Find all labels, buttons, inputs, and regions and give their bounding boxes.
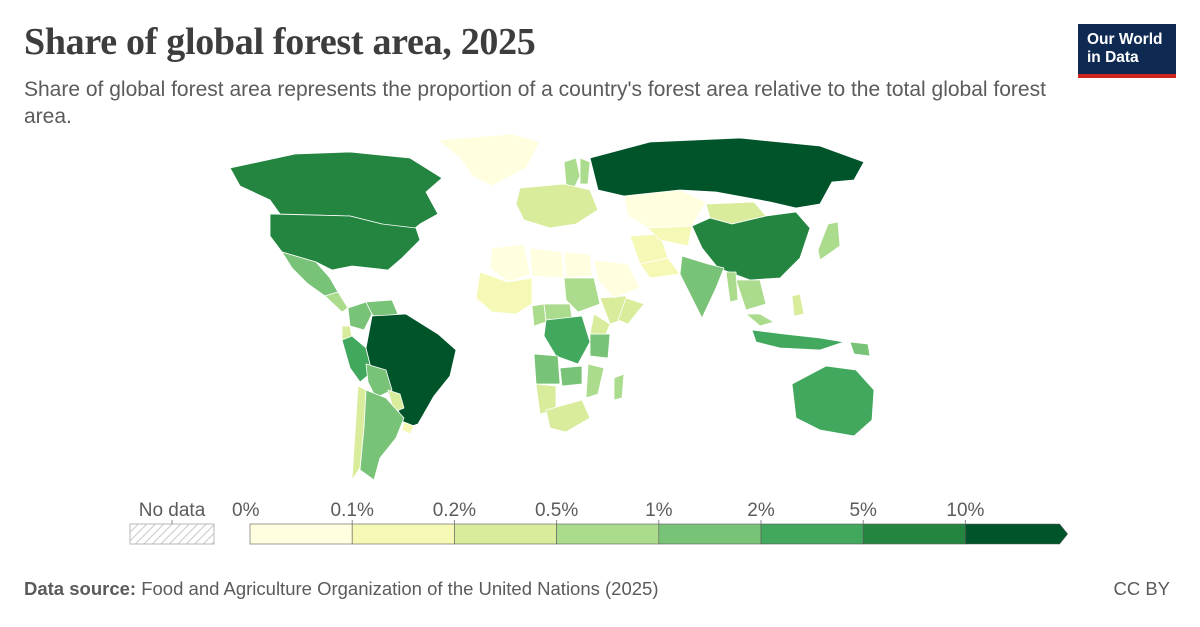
country-sudan[interactable] [563, 277, 601, 313]
legend-bin-5 [760, 523, 864, 545]
country-china[interactable] [691, 211, 811, 281]
country-south-africa[interactable] [545, 399, 591, 433]
region-philippines[interactable] [791, 293, 805, 317]
world-map[interactable] [120, 128, 880, 488]
region-gulf-states[interactable] [639, 257, 681, 279]
country-papua-new-guinea[interactable] [849, 341, 871, 357]
region-europe[interactable] [515, 183, 599, 229]
country-dr-congo[interactable] [543, 315, 591, 365]
country-tanzania[interactable] [589, 333, 611, 359]
logo-line-2: in Data [1087, 49, 1139, 66]
country-finland[interactable] [579, 157, 591, 185]
country-india[interactable] [679, 255, 725, 319]
country-sweden[interactable] [563, 157, 581, 193]
chart-title: Share of global forest area, 2025 [24, 21, 536, 63]
no-data-swatch [129, 523, 215, 545]
chart-subtitle: Share of global forest area represents t… [24, 78, 1046, 128]
legend-bin-4 [658, 523, 762, 545]
map-regions [229, 133, 875, 481]
country-angola[interactable] [533, 353, 561, 385]
country-greenland[interactable] [437, 133, 541, 187]
legend-bin-6 [862, 523, 966, 545]
data-source-label: Data source: [24, 578, 137, 599]
legend-tick-1: 0.1% [331, 500, 374, 521]
country-colombia[interactable] [347, 301, 373, 331]
legend-bin-0 [249, 523, 353, 545]
region-central-america[interactable] [324, 291, 349, 313]
country-australia[interactable] [791, 365, 875, 437]
color-legend: No data 0% 0.1% 0.2% 0.5% 1% 2% 5% 10% [129, 500, 1068, 545]
data-source-text: Food and Agriculture Organization of the… [141, 578, 659, 599]
region-kenya[interactable] [589, 313, 611, 335]
legend-tick-0: 0% [232, 500, 260, 521]
logo-line-1: Our World [1087, 31, 1163, 48]
legend-bin-3 [556, 523, 660, 545]
legend-tick-2: 0.2% [433, 500, 476, 521]
no-data-label: No data [139, 500, 206, 521]
country-egypt[interactable] [563, 251, 593, 279]
legend-bin-2 [454, 523, 557, 545]
legend-tick-6: 5% [849, 500, 877, 521]
country-saudi-arabia[interactable] [593, 259, 641, 299]
country-kazakhstan[interactable] [623, 189, 707, 229]
country-canada[interactable] [229, 151, 443, 233]
country-zambia[interactable] [559, 365, 583, 387]
legend-bin-1 [351, 523, 455, 545]
country-russia[interactable] [589, 137, 865, 209]
legend-tick-4: 1% [645, 500, 673, 521]
country-indonesia[interactable] [751, 329, 845, 351]
country-cameroon[interactable] [531, 303, 547, 327]
country-madagascar[interactable] [613, 373, 625, 401]
region-west-africa[interactable] [475, 271, 533, 315]
owid-logo[interactable]: Our World in Data [1078, 24, 1176, 78]
legend-bin-7 [965, 523, 1068, 545]
country-uruguay[interactable] [401, 421, 415, 435]
legend-tick-5: 2% [747, 500, 775, 521]
region-southeast-asia[interactable] [735, 279, 767, 311]
country-argentina[interactable] [359, 389, 405, 481]
region-central-asia[interactable] [647, 225, 693, 247]
country-malaysia[interactable] [745, 313, 775, 327]
license[interactable]: CC BY [1113, 578, 1170, 599]
data-source: Data source: Food and Agriculture Organi… [24, 578, 659, 600]
country-myanmar[interactable] [725, 271, 739, 303]
country-bolivia[interactable] [365, 363, 393, 399]
legend-tick-7: 10% [946, 500, 984, 521]
country-libya[interactable] [529, 247, 565, 279]
country-algeria[interactable] [489, 243, 531, 283]
country-japan[interactable] [817, 221, 841, 261]
region-east-africa-horn[interactable] [617, 297, 645, 325]
country-mozambique[interactable] [585, 363, 605, 399]
legend-tick-3: 0.5% [535, 500, 578, 521]
